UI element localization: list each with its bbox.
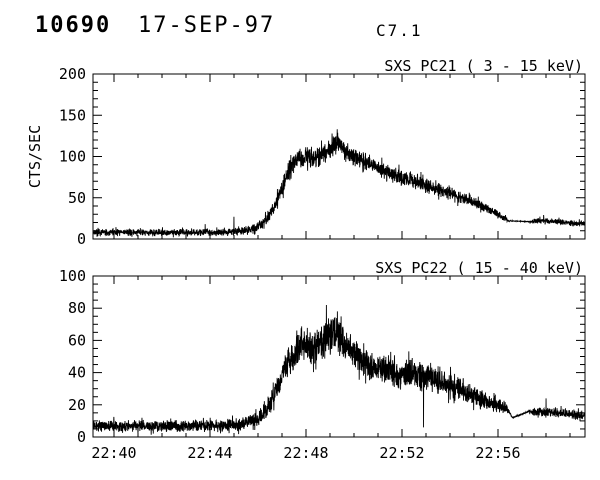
panel-title: SXS PC21 ( 3 - 15 keV) — [384, 57, 583, 75]
y-tick-label: 80 — [68, 299, 86, 317]
y-tick-label: 200 — [59, 65, 86, 83]
y-tick-label: 50 — [68, 189, 86, 207]
x-tick-label: 22:40 — [91, 444, 136, 462]
y-tick-label: 150 — [59, 106, 86, 124]
x-tick-label: 22:56 — [475, 444, 520, 462]
y-tick-label: 20 — [68, 396, 86, 414]
x-tick-label: 22:52 — [379, 444, 424, 462]
plot-frame — [92, 73, 586, 240]
x-tick-label: 22:48 — [283, 444, 328, 462]
y-tick-label: 100 — [59, 267, 86, 285]
observation-date: 17-SEP-97 — [138, 13, 276, 38]
sxs-pc21-panel: 0 50 100 150 200 SXS PC21 ( 3 - 15 keV) CTS/SE… — [26, 57, 586, 248]
goes-class: C7.1 — [376, 21, 423, 40]
plot-frame — [92, 275, 586, 438]
y-tick-label: 0 — [77, 428, 86, 446]
light-curve-trace — [92, 129, 586, 238]
y-tick-label: 100 — [59, 148, 86, 166]
sxs-pc22-panel: 22:40 22:44 22:48 22:52 22:56 0 20 40 60 80 100 SXS… — [59, 259, 586, 462]
y-tick-label: 40 — [68, 364, 86, 382]
y-tick-label: 60 — [68, 331, 86, 349]
panel-title: SXS PC22 ( 15 - 40 keV) — [375, 259, 583, 277]
y-tick-label: 0 — [77, 230, 86, 248]
y-axis-label: CTS/SEC — [26, 125, 44, 188]
light-curve-trace — [92, 304, 586, 435]
flare-number: 10690 — [35, 13, 112, 38]
x-tick-label: 22:44 — [187, 444, 232, 462]
